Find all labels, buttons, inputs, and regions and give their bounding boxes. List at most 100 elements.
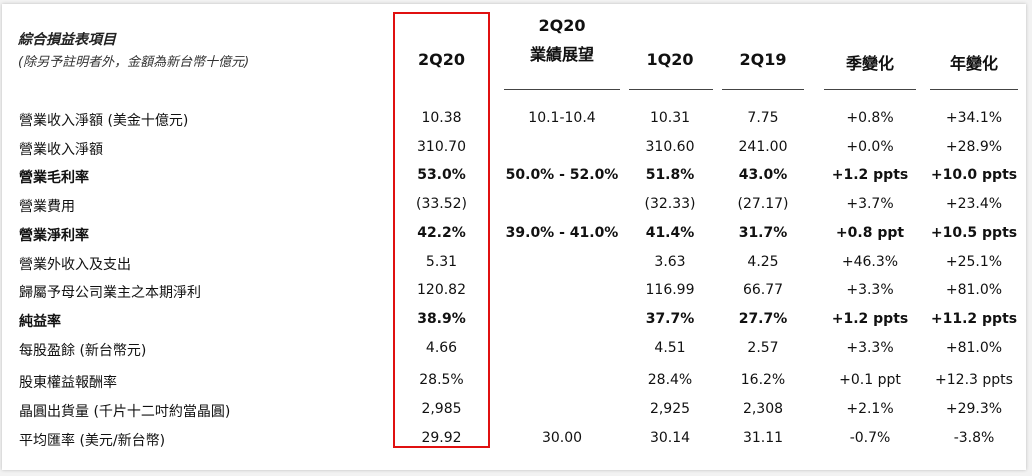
row-cell: +0.8 ppt [835,225,905,241]
row-cell: -0.7% [849,430,891,446]
table-row: 營業淨利率 42.2% 39.0% - 41.0% 41.4% 31.7% +0.8 pp… [2,221,1026,247]
row-cell: 50.0% - 52.0% [505,167,619,183]
row-cell: 5.31 [425,254,458,270]
row-cell: 10.31 [649,110,691,126]
row-cell: +34.1% [945,110,1003,126]
row-cell: 27.7% [738,311,788,327]
highlight-box-2q20 [393,12,490,448]
row-cell: 39.0% - 41.0% [505,225,619,241]
row-label: 營業收入淨額 (美金十億元) [19,113,189,129]
row-label: 營業外收入及支出 [19,257,131,273]
row-cell: 120.82 [417,282,466,298]
row-cell: 116.99 [645,282,695,298]
row-cell: +81.0% [945,340,1003,356]
row-cell: 310.70 [417,139,466,155]
row-cell: 28.4% [647,372,693,388]
row-cell: 241.00 [738,139,788,155]
col-header-qoq: 季變化 [845,54,894,73]
table-row: 平均匯率 (美元/新台幣) 29.92 30.00 30.14 31.11 -0.7% -3… [2,426,1026,452]
row-label: 平均匯率 (美元/新台幣) [19,433,166,449]
row-cell: 30.00 [541,430,583,446]
row-cell: +3.7% [846,196,894,212]
row-cell: 2,308 [742,401,784,417]
row-cell: +1.2 ppts [831,311,909,327]
row-cell: +3.3% [846,282,894,298]
income-statement-table: 綜合損益表項目 (除另予註明者外，金額為新台幣十億元) 2Q20 2Q20 業績… [2,4,1026,470]
row-cell: (33.52) [415,196,467,212]
row-cell: 7.75 [747,110,779,126]
row-cell: +28.9% [945,139,1003,155]
header-rule [504,89,620,90]
row-cell: 10.1-10.4 [528,110,596,126]
table-row: 歸屬予母公司業主之本期淨利 120.82 116.99 66.77 +3.3% +81.0… [2,278,1026,304]
row-cell: 37.7% [645,311,695,327]
col-header-yoy: 年變化 [949,54,998,73]
row-label: 營業費用 [19,199,75,215]
row-cell: 310.60 [645,139,695,155]
row-cell: 28.5% [419,372,464,388]
row-label: 營業淨利率 [19,228,89,244]
col-header-2q20: 2Q20 [418,50,465,69]
row-cell: +29.3% [945,401,1003,417]
table-row: 股東權益報酬率 28.5% 28.4% 16.2% +0.1 ppt +12.3 ppts [2,368,1026,394]
row-label: 營業毛利率 [19,170,89,186]
row-cell: +1.2 ppts [831,167,909,183]
row-cell: +46.3% [841,254,899,270]
header-rule [930,89,1018,90]
row-cell: +23.4% [945,196,1003,212]
row-cell: 4.66 [425,340,458,356]
row-cell: +11.2 ppts [930,311,1018,327]
row-cell: 2,925 [649,401,691,417]
row-cell: 38.9% [417,311,466,327]
table-row: 營業費用 (33.52) (32.33) (27.17) +3.7% +23.4% [2,192,1026,218]
table-title: 綜合損益表項目 [18,32,116,48]
row-cell: +81.0% [945,282,1003,298]
table-row: 營業收入淨額 310.70 310.60 241.00 +0.0% +28.9% [2,135,1026,161]
table-row: 純益率 38.9% 37.7% 27.7% +1.2 ppts +11.2 ppts [2,307,1026,333]
row-cell: 41.4% [645,225,695,241]
row-label: 股東權益報酬率 [19,375,117,391]
row-cell: 29.92 [421,430,462,446]
table-subtitle: (除另予註明者外，金額為新台幣十億元) [18,55,250,70]
row-cell: 51.8% [645,167,695,183]
row-label: 晶圓出貨量 (千片十二吋約當晶圓) [19,404,231,420]
row-cell: -3.8% [953,430,995,446]
col-header-guidance: 2Q20 業績展望 [529,16,594,64]
table-row: 晶圓出貨量 (千片十二吋約當晶圓) 2,985 2,925 2,308 +2.1% +29… [2,397,1026,423]
table-row: 營業毛利率 53.0% 50.0% - 52.0% 51.8% 43.0% +1.2 pp… [2,163,1026,189]
row-cell: 31.11 [742,430,784,446]
row-cell: 30.14 [649,430,691,446]
row-cell: +25.1% [945,254,1003,270]
row-cell: 10.38 [421,110,462,126]
row-cell: (32.33) [644,196,696,212]
table-row: 每股盈餘 (新台幣元) 4.66 4.51 2.57 +3.3% +81.0% [2,336,1026,362]
row-cell: 53.0% [417,167,466,183]
row-cell: 4.51 [654,340,686,356]
col-header-1q20: 1Q20 [646,50,694,69]
row-cell: 43.0% [738,167,788,183]
row-cell: 66.77 [742,282,784,298]
row-cell: 42.2% [417,225,466,241]
row-cell: 2,985 [421,401,462,417]
row-label: 歸屬予母公司業主之本期淨利 [19,285,201,301]
row-label: 每股盈餘 (新台幣元) [19,343,147,359]
col-header-2q19: 2Q19 [739,50,787,69]
row-cell: +12.3 ppts [935,372,1013,388]
header-rule [629,89,713,90]
row-cell: +2.1% [846,401,894,417]
row-cell: 31.7% [738,225,788,241]
row-label: 純益率 [19,314,61,330]
row-cell: +0.0% [846,139,894,155]
row-cell: +0.8% [846,110,894,126]
header-rule [722,89,804,90]
table-row: 營業收入淨額 (美金十億元) 10.38 10.1-10.4 10.31 7.75 +0.… [2,106,1026,132]
row-cell: 3.63 [654,254,686,270]
row-cell: +10.5 ppts [930,225,1018,241]
row-cell: 4.25 [747,254,779,270]
row-cell: +3.3% [846,340,894,356]
row-cell: (27.17) [737,196,789,212]
row-cell: 16.2% [740,372,786,388]
table-row: 營業外收入及支出 5.31 3.63 4.25 +46.3% +25.1% [2,250,1026,276]
row-cell: +10.0 ppts [930,167,1018,183]
header-rule [824,89,916,90]
